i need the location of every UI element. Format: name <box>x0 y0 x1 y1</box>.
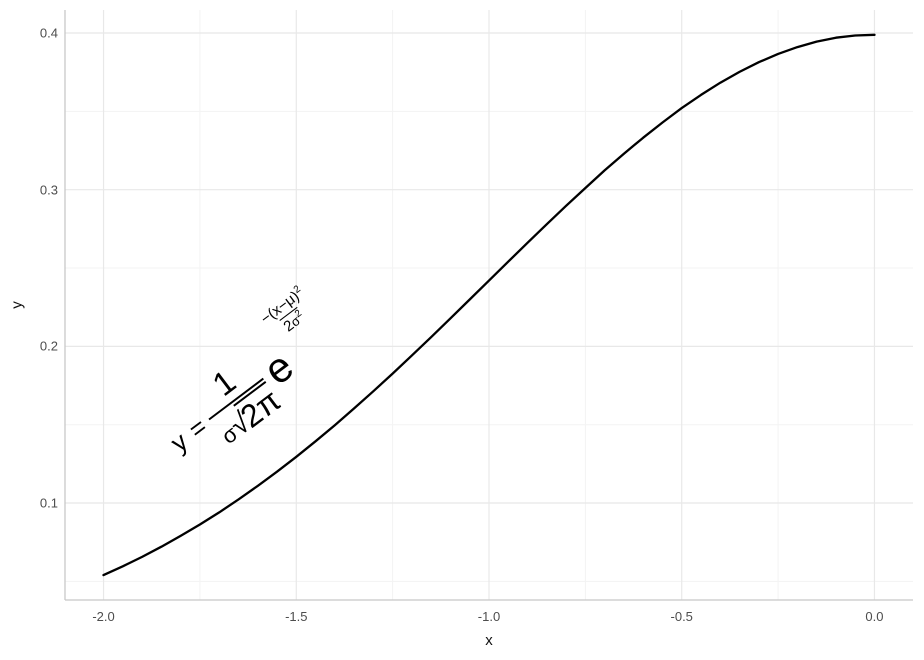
x-tick-label: 0.0 <box>865 609 884 624</box>
y-tick-label: 0.2 <box>39 338 58 354</box>
x-tick-label: -1.5 <box>285 609 308 624</box>
x-tick-label: -0.5 <box>670 609 693 624</box>
y-axis-title: y <box>8 301 26 309</box>
grid-major-lines <box>65 10 913 600</box>
x-tick-label: -2.0 <box>92 609 115 624</box>
y-tick-label: 0.1 <box>39 495 58 511</box>
x-tick-label: -1.0 <box>477 609 501 624</box>
y-tick-label: 0.4 <box>39 25 58 41</box>
normal-density-curve <box>102 33 876 577</box>
y-tick-label: 0.3 <box>39 182 58 198</box>
axis-lines <box>64 10 913 601</box>
x-axis-title: x <box>485 632 493 649</box>
